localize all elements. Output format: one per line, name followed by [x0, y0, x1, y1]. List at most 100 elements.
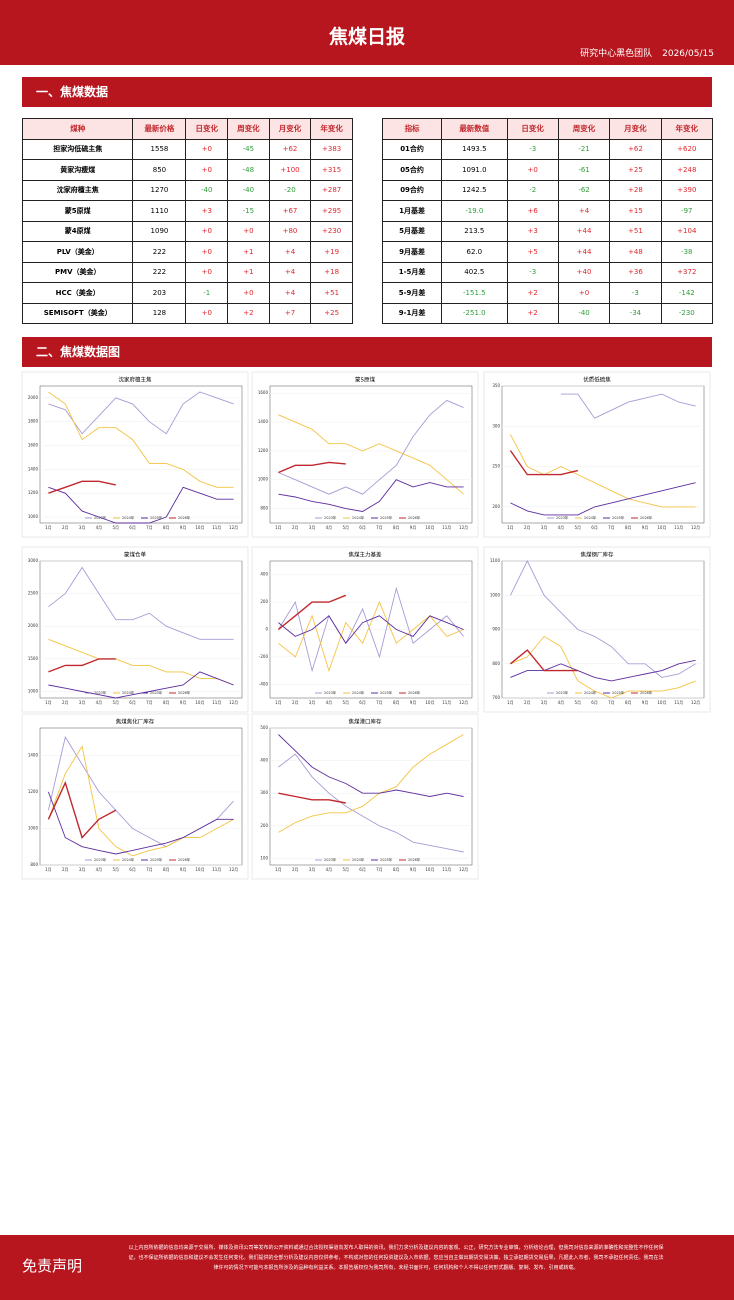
legend-label: 2023年	[556, 690, 569, 695]
header-row: 煤种 最新价格 日变化 周变化 月变化 年变化	[21, 118, 353, 140]
cell: +0	[185, 220, 229, 242]
y-tick-label: 1400	[28, 466, 39, 471]
x-tick-label: 9月	[180, 700, 187, 705]
y-tick-label: 1100	[490, 558, 501, 563]
cell: +100	[268, 159, 312, 181]
cell: +2	[506, 282, 559, 304]
legend-label: 2026年	[178, 515, 191, 520]
legend-label: 2023年	[324, 515, 337, 520]
cell: 222	[132, 261, 187, 283]
cell: +51	[310, 282, 353, 304]
series-line	[48, 480, 116, 494]
cell: +372	[660, 261, 714, 283]
series-line	[278, 414, 464, 495]
cell: +0	[185, 159, 229, 181]
y-tick-label: 2000	[28, 623, 39, 628]
x-tick-label: 8月	[163, 525, 170, 530]
x-tick-label: 12月	[229, 700, 238, 705]
cell: 1270	[132, 179, 187, 201]
x-tick-label: 11月	[674, 700, 683, 705]
x-tick-label: 3月	[309, 867, 316, 872]
column-header: 煤种	[21, 118, 134, 140]
chart-frame	[21, 713, 249, 880]
x-tick-label: 2月	[62, 700, 69, 705]
series-line	[277, 594, 347, 631]
chart-title: 优质低硫焦	[583, 376, 611, 384]
table-row: 蒙5原煤 1110 +3 -15 +67 +295	[21, 200, 353, 222]
row-label: 05合约	[381, 159, 443, 181]
cell: -142	[660, 282, 714, 304]
table-row: 5-9月差 -151.5 +2 +0 -3 -142	[381, 282, 714, 304]
y-tick-label: -400	[259, 681, 269, 686]
x-tick-label: 5月	[112, 525, 119, 530]
cell: +7	[268, 302, 312, 324]
cell: +230	[310, 220, 353, 242]
x-tick-label: 10月	[425, 867, 434, 872]
x-tick-label: 1月	[275, 867, 282, 872]
cell: +295	[310, 200, 353, 222]
y-tick-label: 0	[265, 627, 268, 632]
table-row: 01合约 1493.5 -3 -21 +62 +620	[381, 138, 714, 160]
x-tick-label: 12月	[691, 700, 700, 705]
series-line	[278, 586, 464, 673]
x-tick-label: 9月	[642, 525, 649, 530]
chart-frame	[251, 713, 479, 880]
table-row: 09合约 1242.5 -2 -62 +28 +390	[381, 179, 714, 201]
x-tick-label: 10月	[195, 525, 204, 530]
table-row: 9月基差 62.0 +5 +44 +48 -38	[381, 241, 714, 263]
chart-title: 蒙5原煤	[355, 376, 375, 384]
table-row: 9-1月差 -251.0 +2 -40 -34 -230	[381, 302, 714, 324]
cell: -3	[506, 261, 559, 283]
legend-label: 2026年	[408, 857, 421, 862]
y-tick-label: 2000	[28, 395, 39, 400]
cell: -20	[268, 179, 312, 201]
table-row: HCC（美金） 203 -1 +0 +4 +51	[21, 282, 353, 304]
x-tick-label: 4月	[558, 700, 565, 705]
legend-label: 2023年	[94, 690, 107, 695]
x-tick-label: 11月	[442, 525, 451, 530]
cell: -151.5	[441, 282, 508, 304]
cell: +2	[506, 302, 559, 324]
y-tick-label: 1000	[28, 688, 39, 693]
cell: -34	[609, 302, 662, 324]
row-label: PLV（美金）	[21, 241, 134, 263]
legend-label: 2024年	[122, 690, 135, 695]
legend-label: 2023年	[324, 690, 337, 695]
x-tick-label: 2月	[292, 525, 299, 530]
cell: +620	[660, 138, 714, 160]
cell: -21	[557, 138, 611, 160]
x-tick-label: 1月	[275, 525, 282, 530]
x-tick-label: 4月	[326, 525, 333, 530]
cell: 850	[132, 159, 187, 181]
chart-title: 焦煤主力基差	[348, 551, 382, 559]
x-tick-label: 3月	[79, 700, 86, 705]
chart-title: 焦煤港口库存	[348, 718, 382, 726]
price-table: 煤种 最新价格 日变化 周变化 月变化 年变化 担家沟低硫主焦 1558 +0 -45 +62 +38…	[21, 118, 353, 324]
legend-label: 2024年	[122, 515, 135, 520]
cell: -40	[557, 302, 611, 324]
legend-label: 2024年	[352, 515, 365, 520]
x-tick-label: 2月	[292, 700, 299, 705]
legend-label: 2023年	[324, 857, 337, 862]
y-tick-label: 2500	[28, 591, 39, 596]
y-tick-label: 500	[260, 725, 268, 730]
legend-label: 2024年	[584, 515, 597, 520]
series-line	[48, 391, 234, 488]
x-tick-label: 7月	[376, 525, 383, 530]
x-tick-label: 12月	[459, 700, 468, 705]
column-header: 年变化	[310, 118, 353, 140]
legend-label: 2026年	[408, 515, 421, 520]
y-tick-label: 400	[260, 758, 268, 763]
x-tick-label: 8月	[393, 700, 400, 705]
cell: +248	[660, 159, 714, 181]
series-line	[278, 792, 346, 804]
x-tick-label: 10月	[657, 525, 666, 530]
column-header: 年变化	[660, 118, 714, 140]
legend-label: 2026年	[640, 690, 653, 695]
cell: +0	[557, 282, 611, 304]
column-header: 周变化	[227, 118, 270, 140]
x-tick-label: 8月	[163, 867, 170, 872]
x-tick-label: 5月	[342, 867, 349, 872]
series-line	[510, 635, 696, 699]
x-tick-label: 7月	[376, 700, 383, 705]
